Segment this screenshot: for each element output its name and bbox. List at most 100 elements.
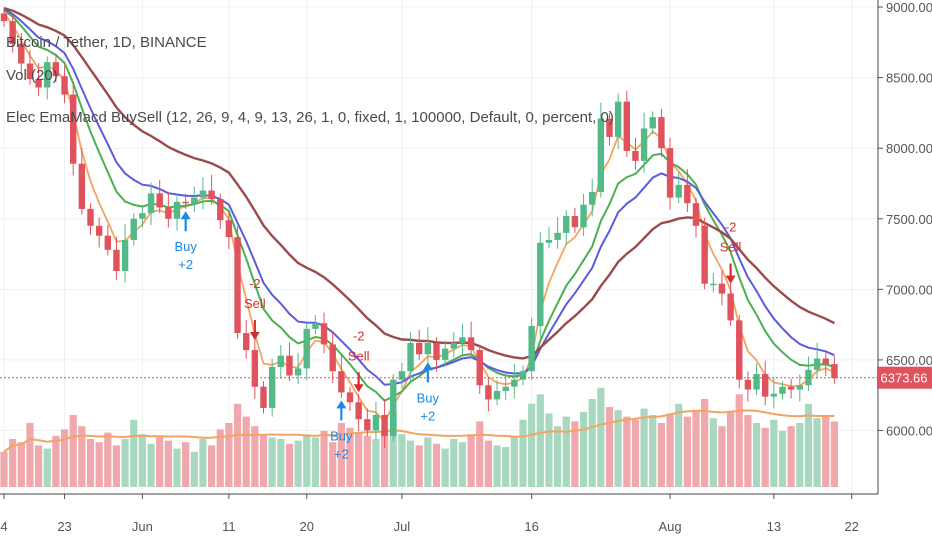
volume-bar	[597, 387, 605, 487]
candle-body	[182, 201, 189, 204]
volume-bar	[147, 443, 155, 487]
buy-signal: Buy +2	[174, 211, 197, 272]
candle-body	[147, 193, 155, 214]
legend-symbol[interactable]: Bitcoin / Tether, 1D, BINANCE	[6, 34, 207, 51]
volume-bar	[554, 426, 562, 487]
candle	[338, 355, 345, 399]
candle	[537, 232, 544, 338]
volume-bar	[623, 416, 631, 487]
volume-bar	[363, 435, 371, 487]
candle-body	[260, 386, 267, 408]
candle	[666, 137, 674, 210]
candle-body	[727, 293, 734, 321]
x-tick-label: 22	[844, 519, 858, 534]
candle-body	[502, 386, 509, 391]
candle-body	[191, 197, 198, 204]
candle-body	[277, 355, 284, 367]
candle-body	[813, 358, 821, 370]
candle-body	[684, 184, 691, 204]
candle-body	[346, 392, 354, 403]
volume-bar	[545, 413, 553, 487]
candle	[260, 381, 267, 414]
candle	[268, 358, 276, 417]
candle-body	[364, 419, 371, 431]
volume-bar	[389, 411, 397, 487]
x-tick-label: Jul	[394, 519, 411, 534]
candle	[113, 236, 120, 280]
volume-bar	[571, 421, 579, 487]
candle	[623, 90, 630, 157]
sell-label: Sell	[720, 240, 742, 255]
volume-bars	[0, 387, 838, 487]
candle	[199, 177, 207, 210]
candle-body	[606, 118, 613, 137]
sell-arrow-head-icon	[353, 384, 364, 393]
candle-body	[87, 208, 94, 226]
candle-body	[268, 366, 276, 408]
candle	[329, 331, 336, 384]
candle	[753, 363, 760, 396]
volume-bar	[86, 439, 95, 487]
volume-bar	[138, 434, 146, 487]
candle-body	[199, 190, 207, 198]
candle	[251, 334, 259, 399]
buy-signal: Buy +2	[417, 362, 440, 423]
candle-body	[139, 213, 146, 219]
volume-bar	[675, 403, 683, 487]
volume-bar	[727, 411, 735, 487]
candle	[563, 210, 570, 245]
candle-body	[831, 364, 838, 379]
candle	[320, 312, 328, 354]
candle-body	[718, 283, 726, 294]
volume-bar	[415, 445, 423, 487]
volume-bar	[35, 445, 43, 487]
candle	[78, 147, 86, 215]
candle	[710, 272, 717, 293]
volume-bar	[536, 394, 544, 487]
candle	[346, 386, 354, 412]
volume-bar	[744, 415, 752, 487]
candle	[589, 178, 596, 217]
candle	[528, 317, 535, 380]
volume-bar	[614, 410, 622, 487]
volume-bar	[233, 403, 242, 487]
buy-label: Buy	[417, 390, 440, 405]
candle	[156, 180, 163, 214]
candle	[355, 394, 362, 432]
volume-bar	[311, 437, 319, 487]
candle	[770, 377, 778, 409]
candle-body	[511, 379, 518, 387]
volume-bar	[476, 421, 484, 487]
candle-body	[424, 342, 432, 355]
candle	[191, 186, 198, 212]
volume-bar	[303, 434, 311, 487]
buy-sell-signals: Buy +2 -2 Sell Buy +2 -2 Sell Buy +2 -2 Sell	[174, 211, 742, 461]
candle-body	[251, 350, 259, 387]
candle-body	[640, 128, 648, 161]
candle-body	[78, 163, 86, 209]
candle	[718, 270, 726, 306]
legend-indicator[interactable]: Elec EmaMacd BuySell (12, 26, 9, 4, 9, 1…	[6, 109, 614, 126]
candle	[52, 53, 60, 82]
candle-body	[580, 204, 587, 228]
candle-body	[467, 337, 475, 351]
volume-bar	[17, 442, 25, 487]
volume-bar	[718, 426, 726, 487]
volume-bar	[52, 435, 60, 487]
legend-volume[interactable]: Vol (20)	[6, 67, 58, 84]
candle	[303, 323, 310, 381]
x-tick-label: 11	[222, 519, 236, 534]
volume-bar	[804, 403, 813, 487]
sell-arrow-head-icon	[725, 275, 736, 284]
candle	[658, 108, 665, 157]
candlesticks	[0, 7, 838, 448]
volume-bar	[294, 440, 302, 487]
candle-body	[173, 201, 181, 219]
candle	[580, 193, 587, 236]
last-price-box	[877, 366, 932, 389]
volume-bar	[562, 416, 570, 487]
candle	[44, 56, 51, 100]
sell-label: Sell	[348, 348, 370, 363]
volume-bar	[822, 415, 830, 487]
